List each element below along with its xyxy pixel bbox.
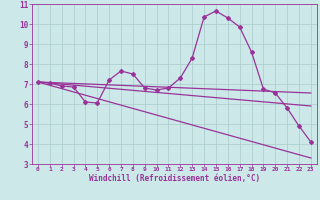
X-axis label: Windchill (Refroidissement éolien,°C): Windchill (Refroidissement éolien,°C) [89,174,260,183]
